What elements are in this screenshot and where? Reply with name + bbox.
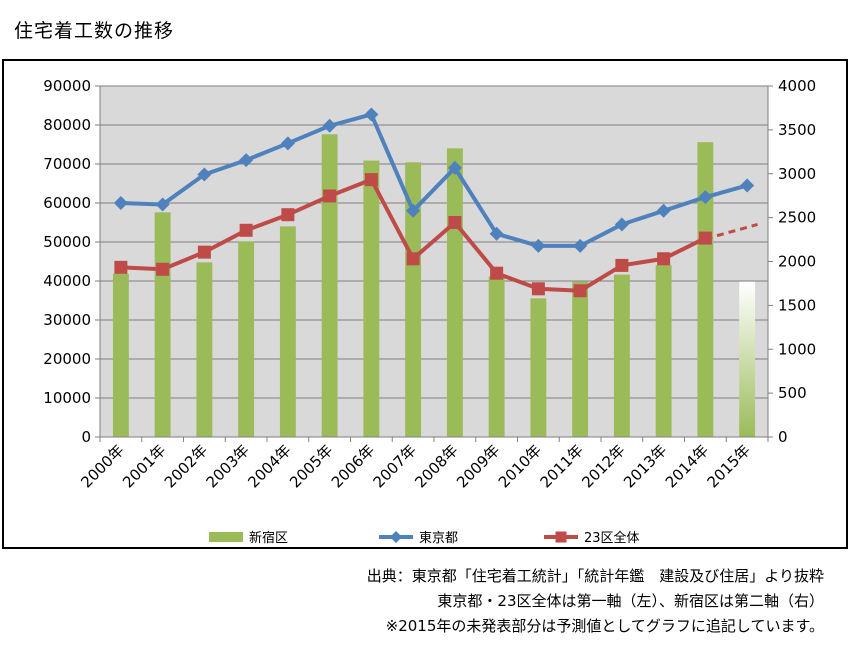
axis-note: 東京都・23区全体は第一軸（左）、新宿区は第二軸（右） [437,592,824,610]
marker-square [448,216,462,229]
marker-square [531,282,545,296]
bar-2005年 [321,134,338,437]
bar-2008年 [446,148,463,437]
marker-diamond [489,226,504,241]
left-tick-label: 40000 [43,272,91,290]
left-tick-label: 0 [81,428,91,446]
marker-square [239,223,253,237]
marker-square [323,189,337,203]
left-tick-label: 80000 [43,116,91,134]
bar-2011年 [572,281,589,437]
line-東京都 [120,112,748,248]
x-tick-label: 2002年 [161,441,211,491]
marker-diamond [656,203,671,218]
x-tick-label: 2007年 [370,441,420,491]
marker-diamond [322,118,337,133]
marker-square [114,260,128,274]
legend-label: 23区全体 [584,530,640,546]
bar-2014年 [697,142,714,437]
legend-marker-diamond [390,531,402,543]
left-tick-label: 20000 [43,350,91,368]
marker-diamond [406,203,421,218]
right-tick-label: 4000 [778,77,816,95]
bar-2003年 [238,241,255,437]
marker-square [364,173,378,187]
marker-diamond [113,196,128,210]
projection-dashed-line [704,223,758,241]
footnotes: 出典：東京都「住宅着工統計」「統計年鑑 建設及び住居」より抜粋 東京都・23区全… [367,564,824,639]
x-tick-label: 2013年 [620,441,670,491]
bar-2015年 [739,281,756,437]
line-series [113,107,758,298]
marker-square [281,208,295,222]
marker-diamond [447,160,462,175]
left-tick-label: 30000 [43,311,91,329]
projection-note: ※2015年の未発表部分は予測値としてグラフに追記しています。 [385,617,824,635]
marker-square [657,252,671,266]
marker-square [197,245,211,259]
left-tick-label: 60000 [43,194,91,212]
marker-diamond [280,136,295,151]
marker-square [156,262,170,276]
bar-2007年 [405,162,422,437]
marker-square [406,252,420,266]
left-tick-label: 70000 [43,155,91,173]
bar-2004年 [279,226,296,437]
source-note: 出典：東京都「住宅着工統計」「統計年鑑 建設及び住居」より抜粋 [366,567,824,585]
x-tick-label: 2008年 [411,441,461,491]
marker-diamond [531,238,546,253]
marker-diamond [197,167,212,182]
left-tick-label: 50000 [43,233,91,251]
marker-diamond [239,153,254,168]
left-tick-label: 90000 [43,77,91,95]
bar-2000年 [112,273,129,437]
right-tick-label: 500 [778,384,807,402]
marker-diamond [155,197,170,212]
right-tick-label: 3500 [778,121,816,139]
marker-square [490,266,504,280]
bar-2012年 [613,274,630,437]
x-tick-label: 2014年 [662,441,712,491]
right-tick-label: 1500 [778,296,816,314]
bar-2013年 [655,265,672,437]
marker-square [615,258,629,272]
right-tick-label: 3000 [778,165,816,183]
x-tick-label: 2004年 [244,441,294,491]
right-tick-label: 2500 [778,209,816,227]
marker-square [573,284,587,298]
chart-frame: 0 10000 20000 30000 40000 50000 60000 70000 8000… [2,59,848,549]
x-tick-label: 2012年 [578,441,628,491]
bar-2010年 [530,298,547,437]
x-tick-label: 2011年 [537,441,587,491]
page-title: 住宅着工数の推移 [14,20,175,42]
right-tick-label: 0 [778,428,788,446]
x-tick-label: 2015年 [704,441,754,491]
legend-swatch-bar [209,532,243,542]
legend-marker-square [555,531,567,543]
marker-diamond [573,238,588,253]
legend-label: 新宿区 [249,530,288,546]
legend-label: 東京都 [419,530,458,546]
housing-starts-chart: 0100002000030000400005000060000700008000… [43,77,816,546]
right-tick-label: 2000 [778,253,816,271]
x-tick-label: 2010年 [495,441,545,491]
x-tick-label: 2003年 [203,441,253,491]
marker-diamond [614,217,629,232]
bar-2006年 [363,160,380,437]
marker-diamond [740,178,755,193]
x-tick-label: 2000年 [77,441,127,491]
marker-diamond [698,190,713,205]
x-tick-label: 2005年 [286,441,336,491]
right-tick-label: 1000 [778,340,816,358]
left-tick-label: 10000 [43,389,91,407]
bar-2002年 [196,262,213,437]
x-tick-label: 2009年 [453,441,503,491]
bar-2009年 [488,276,505,437]
x-tick-label: 2001年 [119,441,169,491]
marker-diamond [364,107,379,122]
x-tick-label: 2006年 [328,441,378,491]
legend: 新宿区 東京都 23区全体 [209,530,640,546]
bars-shinjuku [112,134,756,437]
bar-2001年 [154,212,171,437]
